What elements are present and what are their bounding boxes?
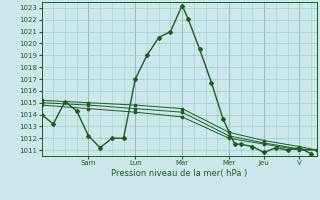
X-axis label: Pression niveau de la mer( hPa ): Pression niveau de la mer( hPa ) (111, 169, 247, 178)
